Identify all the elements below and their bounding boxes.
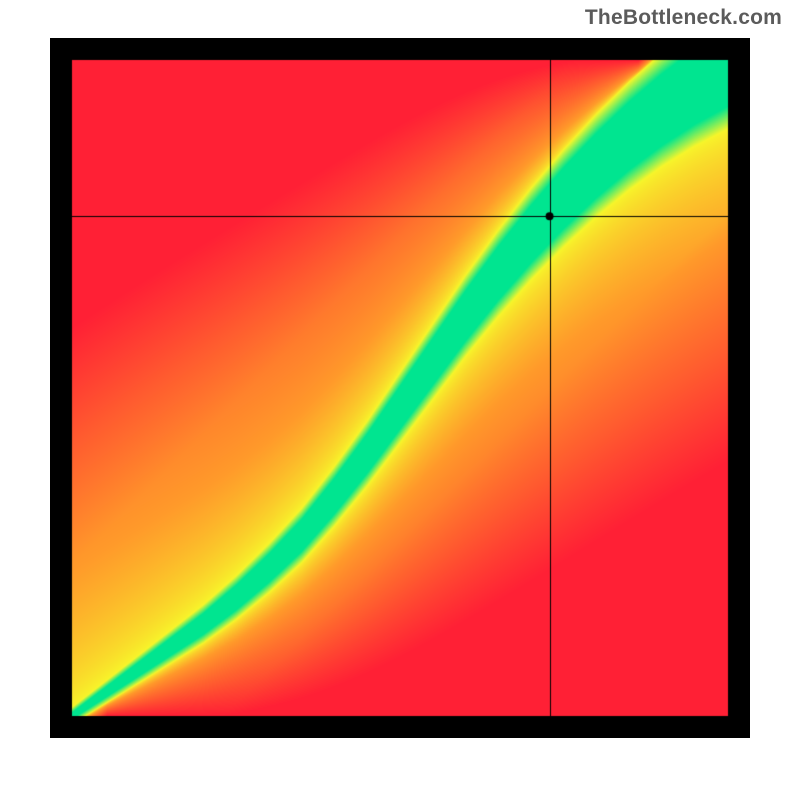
chart-container: TheBottleneck.com [0,0,800,800]
attribution-text: TheBottleneck.com [585,6,782,30]
chart-frame [50,38,750,738]
heatmap-canvas [50,38,750,738]
